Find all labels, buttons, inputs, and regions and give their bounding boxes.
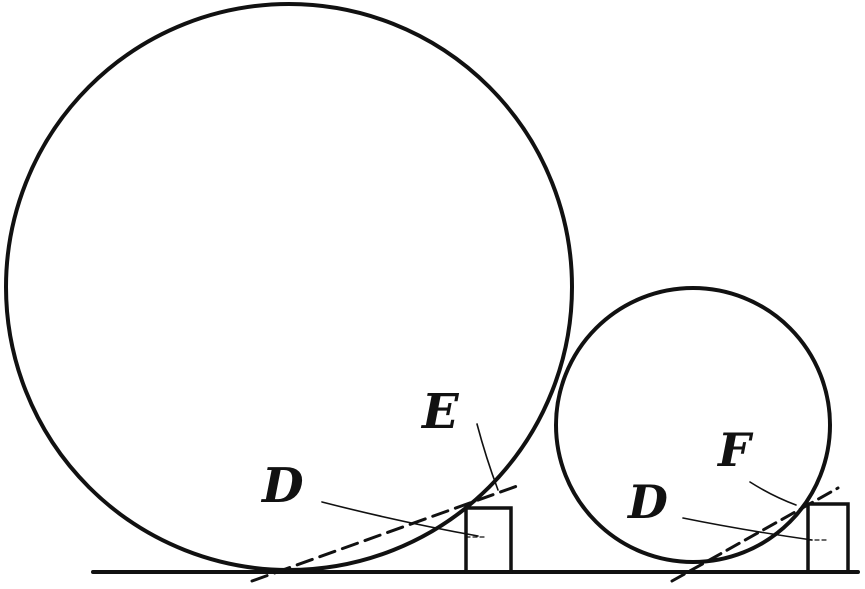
large-block-leader-line — [476, 423, 499, 491]
small-wheel-tangent-dashed-line — [670, 486, 840, 583]
label-small-tangent: D — [626, 475, 668, 529]
small-wheel-block — [806, 502, 850, 574]
small-block-leader-line — [749, 481, 797, 506]
small-wheel — [554, 286, 832, 564]
large-wheel — [4, 2, 574, 572]
large-wheel-tangent-dashed-line — [250, 483, 522, 583]
label-small-block: F — [716, 423, 754, 477]
large-tangent-leader-line — [321, 501, 479, 537]
large-wheel-block — [464, 506, 513, 574]
label-large-tangent: D — [260, 458, 304, 514]
label-large-block: E — [420, 384, 460, 440]
small-tangent-leader-line — [682, 517, 813, 541]
